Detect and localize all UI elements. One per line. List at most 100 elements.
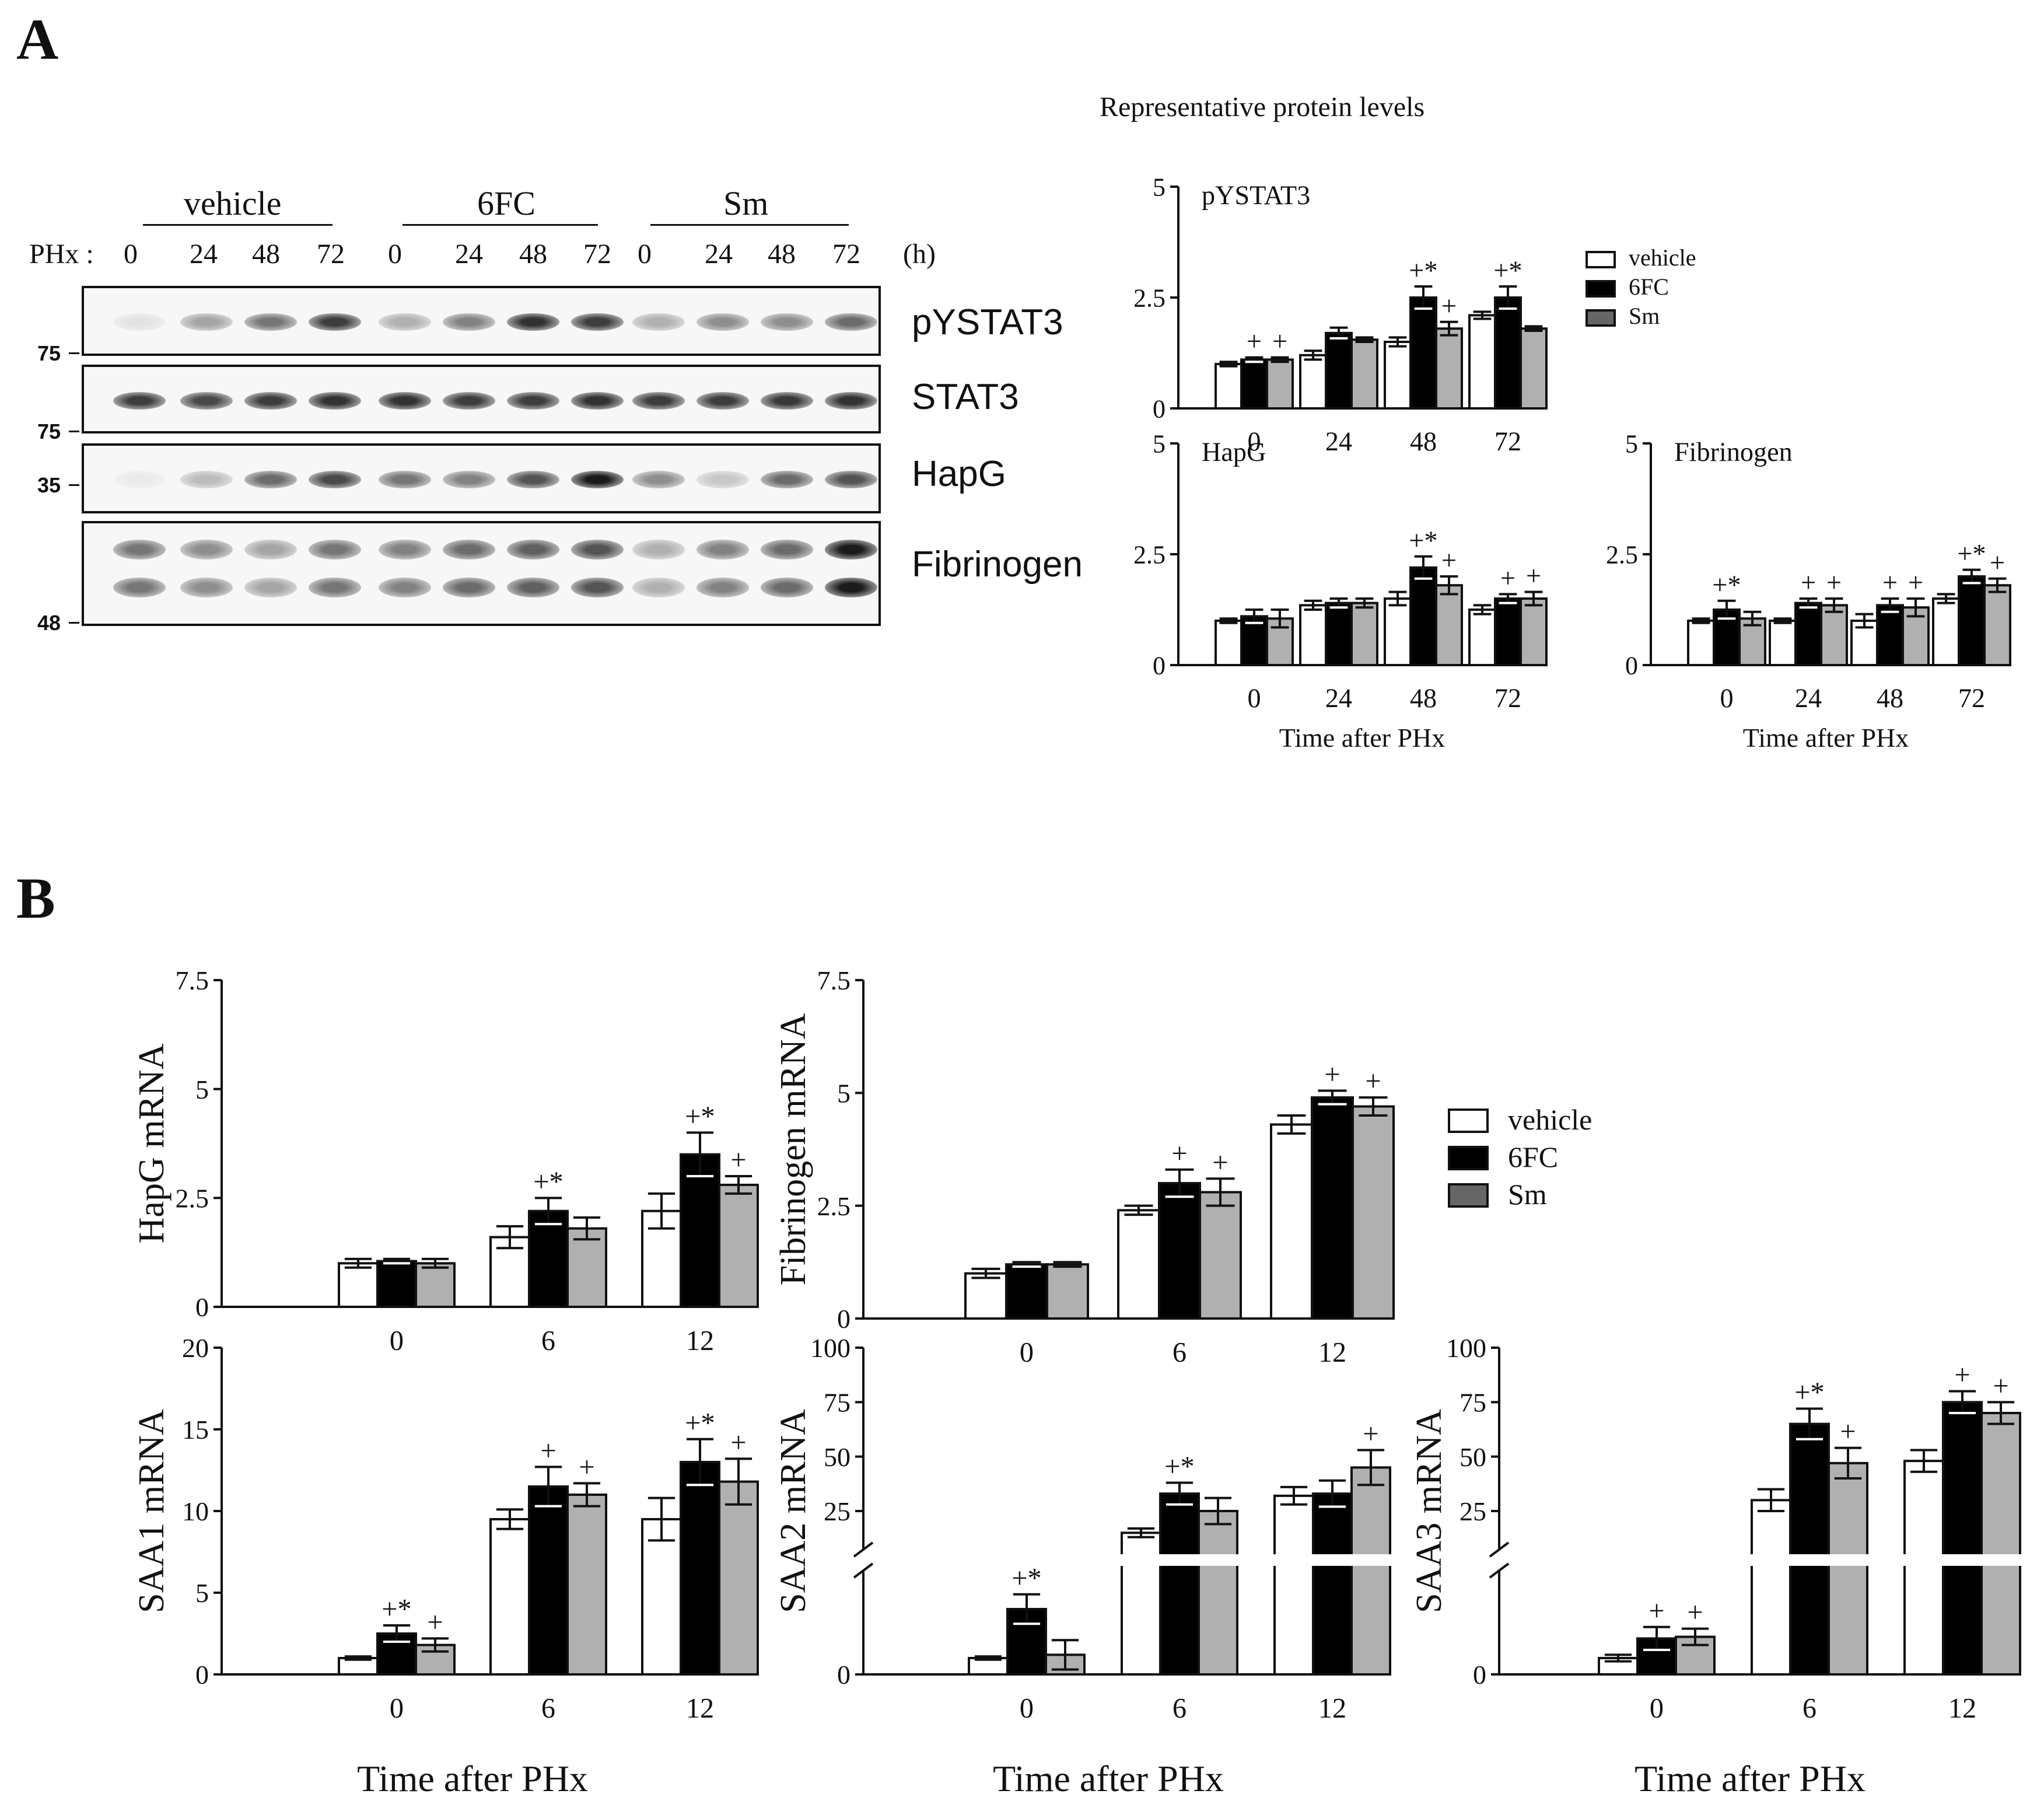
bar-vehicle	[1299, 604, 1327, 666]
legend-a-swatch-6fc	[1586, 280, 1616, 298]
blot-band	[379, 313, 431, 331]
significance-marker: +	[1363, 1418, 1378, 1449]
blot-band	[113, 392, 166, 410]
significance-marker: +	[1441, 291, 1457, 321]
blot-band	[825, 471, 877, 488]
blot-band	[113, 313, 166, 331]
x-axis-label: Time after PHx	[1743, 723, 1909, 753]
lane-time-2: 48	[252, 239, 280, 270]
blot-band	[696, 578, 749, 597]
lane-time-7: 72	[583, 239, 611, 270]
significance-marker: +	[1247, 327, 1262, 356]
lane-time-9: 24	[705, 239, 733, 270]
legend-a-label-sm: Sm	[1629, 303, 1660, 329]
y-axis-label: SAA2 mRNA	[774, 1409, 813, 1613]
lane-time-11: 72	[832, 239, 860, 270]
blot-band	[113, 578, 166, 597]
bar-6fc	[376, 1260, 417, 1308]
y-tick-label: 50	[1460, 1442, 1486, 1472]
blot-band	[309, 471, 361, 488]
bar-vehicle	[1751, 1499, 1791, 1676]
bar-6fc	[1409, 296, 1437, 410]
bar-vehicle	[1903, 1460, 1944, 1676]
significance-marker: +*	[685, 1101, 715, 1132]
significance-marker: +*	[1957, 539, 1986, 569]
bar-6fc	[1240, 358, 1268, 410]
significance-marker: +	[540, 1435, 556, 1466]
phx-label: PHx :	[29, 239, 94, 270]
bar-vehicle	[1468, 609, 1496, 666]
lane-time-8: 0	[638, 239, 652, 270]
blot-band	[443, 540, 495, 559]
legend-b-label-sm: Sm	[1508, 1178, 1547, 1211]
bar-6fc	[528, 1485, 569, 1676]
blot-band	[632, 392, 685, 410]
legend-b-swatch-sm	[1448, 1183, 1489, 1208]
lane-time-10: 48	[768, 239, 796, 270]
group-label-6fc: 6FC	[477, 184, 536, 222]
y-tick-label: 5	[1625, 429, 1638, 458]
blot-band	[696, 540, 749, 559]
x-tick-label: 72	[1494, 426, 1521, 456]
blot-band	[244, 392, 297, 410]
chart-title: HapG	[1202, 437, 1266, 467]
x-tick-label: 6	[541, 1693, 555, 1724]
lane-time-6: 48	[519, 239, 547, 270]
x-tick-label: 6	[1172, 1337, 1186, 1368]
blot-band	[244, 578, 297, 597]
x-tick-label: 12	[686, 1693, 714, 1724]
bar-vehicle	[338, 1262, 379, 1308]
bar-sm	[718, 1480, 759, 1676]
mw-tick-hapg	[69, 484, 79, 486]
blot-band	[379, 471, 431, 488]
rep-title: Representative protein levels	[1100, 92, 1425, 123]
bar-sm	[1199, 1191, 1242, 1320]
bar-sm	[1983, 584, 2011, 667]
legend-a-swatch-sm	[1586, 309, 1616, 327]
mw-marker-stat3: 75	[37, 419, 61, 443]
x-tick-label: 48	[1410, 426, 1437, 456]
panel-b-label: B	[16, 866, 55, 931]
bar-sm	[1980, 1412, 2021, 1676]
y-tick-label: 0	[837, 1660, 850, 1690]
mw-tick-pystat3	[69, 352, 79, 354]
bar-6fc	[1494, 597, 1522, 666]
significance-marker: +	[1272, 327, 1287, 356]
x-tick-label: 48	[1410, 683, 1437, 713]
mw-tick-stat3	[69, 431, 79, 432]
group-label-vehicle: vehicle	[184, 184, 282, 222]
y-tick-label: 0	[1153, 651, 1166, 680]
blot-band	[180, 578, 233, 597]
significance-marker: +	[1990, 548, 2005, 578]
mw-marker-hapg: 35	[37, 473, 61, 497]
chart-b-saa1: 0 5 10 15 20 +* +0 + +6 +* +12 SAA1 mRNA Time after …	[132, 1333, 759, 1794]
blot-band	[632, 471, 685, 488]
chart-b-fibrinogen: 0 2.5 5 7.5 0 + +6 + +12 Fibrinogen mRNA	[774, 966, 1395, 1368]
blot-band	[379, 392, 431, 410]
blot-band	[632, 578, 685, 597]
bar-sm	[1350, 1466, 1391, 1676]
bar-6fc	[1409, 566, 1437, 666]
blot-band	[571, 540, 624, 559]
y-tick-label: 5	[837, 1078, 850, 1108]
time-unit: (h)	[903, 239, 936, 270]
significance-marker: +	[1954, 1360, 1970, 1391]
significance-marker: +	[1441, 545, 1457, 575]
bar-sm	[1046, 1263, 1089, 1320]
significance-marker: +*	[1409, 256, 1437, 285]
significance-marker: +	[1212, 1147, 1228, 1178]
bar-vehicle	[1273, 1494, 1314, 1676]
y-axis-label: Fibrinogen mRNA	[774, 1013, 813, 1285]
panel-a-label: A	[16, 7, 59, 72]
chart-title: Fibrinogen	[1674, 437, 1793, 467]
blot-band	[571, 313, 624, 331]
bar-vehicle	[964, 1272, 1007, 1320]
legend-a-swatch-vehicle	[1586, 251, 1616, 268]
bar-vehicle	[1384, 341, 1412, 410]
x-tick-label: 0	[1247, 683, 1261, 713]
y-tick-label: 5	[1153, 429, 1166, 458]
bar-vehicle	[1687, 620, 1715, 666]
lane-time-0: 0	[124, 239, 138, 270]
x-tick-label: 12	[1318, 1337, 1346, 1368]
blot-band	[443, 313, 495, 331]
